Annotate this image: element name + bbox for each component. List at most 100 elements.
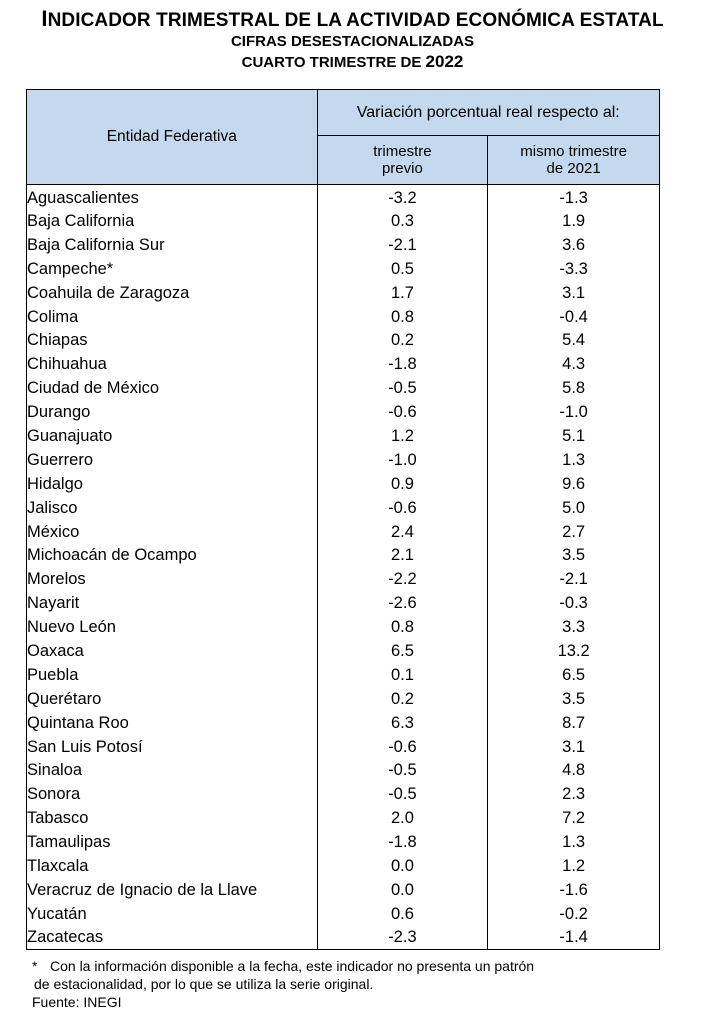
footnote-marker: *: [32, 958, 38, 974]
footnote-line2: de estacionalidad, por lo que se utiliza…: [34, 976, 374, 992]
source-note: Fuente: INEGI: [32, 994, 122, 1010]
indicator-table: Entidad Federativa Variación porcentual …: [26, 88, 661, 951]
table-row: Oaxaca 6.5 13.2: [26, 639, 660, 663]
table-row: Aguascalientes -3.2 -1.3: [26, 184, 660, 209]
value-same-quarter: 3.1: [487, 734, 660, 759]
report-title: INDICADOR TRIMESTRAL DE LA ACTIVIDAD ECO…: [0, 8, 705, 32]
table-row: Nuevo León 0.8 3.3: [26, 615, 660, 640]
entity-name: Hidalgo: [26, 471, 318, 496]
entity-name: San Luis Potosí: [26, 734, 318, 759]
table-row: Baja California Sur -2.1 3.6: [26, 232, 660, 257]
table-row: Colima 0.8 -0.4: [26, 304, 660, 329]
value-previous-quarter: -2.1: [316, 232, 489, 257]
header-same-quarter: mismo trimestre de 2021: [487, 135, 660, 185]
header-same-line1: mismo trimestre: [520, 143, 627, 161]
value-same-quarter: 2.7: [487, 519, 660, 544]
header-same-line2: de 2021: [546, 160, 601, 178]
table-row: Durango -0.6 -1.0: [26, 400, 660, 425]
entity-name: Baja California Sur: [26, 232, 318, 257]
value-same-quarter: 3.6: [487, 232, 660, 257]
value-same-quarter: 4.8: [487, 758, 660, 783]
title-rest: NDICADOR TRIMESTRAL DE LA ACTIVIDAD ECON…: [47, 10, 664, 31]
value-same-quarter: -1.4: [487, 925, 660, 950]
value-previous-quarter: 0.8: [316, 304, 489, 329]
table-row: San Luis Potosí -0.6 3.1: [26, 734, 660, 759]
value-same-quarter: 1.3: [487, 830, 660, 855]
title-initial: I: [41, 6, 48, 31]
period-text: CUARTO TRIMESTRE DE: [241, 54, 426, 71]
value-same-quarter: 5.8: [487, 376, 660, 401]
value-previous-quarter: 0.0: [316, 877, 489, 902]
entity-name: Veracruz de Ignacio de la Llave: [26, 877, 318, 902]
value-same-quarter: 2.3: [487, 782, 660, 807]
entity-name: México: [26, 519, 318, 544]
value-same-quarter: -2.1: [487, 567, 660, 592]
value-same-quarter: 4.3: [487, 352, 660, 377]
entity-name: Ciudad de México: [26, 376, 318, 401]
value-same-quarter: 13.2: [487, 639, 660, 663]
entity-name: Chihuahua: [26, 352, 318, 377]
entity-name: Tamaulipas: [26, 830, 318, 855]
value-same-quarter: -1.6: [487, 877, 660, 902]
value-same-quarter: 1.3: [487, 447, 660, 472]
value-same-quarter: -0.3: [487, 591, 660, 616]
value-same-quarter: 3.5: [487, 686, 660, 711]
value-previous-quarter: 0.2: [316, 328, 489, 353]
entity-name: Durango: [26, 400, 318, 425]
value-previous-quarter: 0.3: [316, 209, 489, 233]
report-header: INDICADOR TRIMESTRAL DE LA ACTIVIDAD ECO…: [0, 8, 705, 73]
value-previous-quarter: 0.1: [316, 662, 489, 687]
table-row: Nayarit -2.6 -0.3: [26, 591, 660, 616]
table-row: Quintana Roo 6.3 8.7: [26, 710, 660, 735]
value-previous-quarter: -0.6: [316, 400, 489, 425]
entity-name: Tlaxcala: [26, 854, 318, 878]
entity-name: Baja California: [26, 209, 318, 233]
header-variation: Variación porcentual real respecto al:: [316, 88, 661, 137]
value-same-quarter: 1.2: [487, 854, 660, 878]
footnote: * Con la información disponible a la fech…: [32, 957, 682, 975]
header-previous-quarter: trimestre previo: [316, 135, 489, 185]
table-row: México 2.4 2.7: [26, 519, 660, 544]
table-row: Sinaloa -0.5 4.8: [26, 758, 660, 783]
value-same-quarter: 3.5: [487, 543, 660, 568]
period-year: 2022: [425, 52, 464, 71]
table-row: Guanajuato 1.2 5.1: [26, 424, 660, 448]
value-same-quarter: 3.3: [487, 615, 660, 640]
value-same-quarter: 1.9: [487, 209, 660, 233]
table-body: Aguascalientes -3.2 -1.3 Baja California 0.3…: [26, 184, 660, 950]
value-previous-quarter: -1.8: [316, 830, 489, 855]
value-previous-quarter: -0.6: [316, 734, 489, 759]
entity-name: Coahuila de Zaragoza: [26, 280, 318, 305]
entity-name: Oaxaca: [26, 639, 318, 663]
value-previous-quarter: 2.0: [316, 806, 489, 831]
value-previous-quarter: 0.6: [316, 901, 489, 926]
table-row: Campeche* 0.5 -3.3: [26, 256, 660, 281]
report-subtitle: CIFRAS DESESTACIONALIZADAS: [230, 33, 475, 50]
table-row: Yucatán 0.6 -0.2: [26, 901, 660, 926]
entity-name: Tabasco: [26, 806, 318, 831]
value-same-quarter: 5.1: [487, 424, 660, 448]
value-previous-quarter: -1.8: [316, 352, 489, 377]
entity-name: Jalisco: [26, 495, 318, 520]
footnote-line1: Con la información disponible a la fecha…: [50, 958, 535, 974]
value-previous-quarter: 1.2: [316, 424, 489, 448]
value-same-quarter: 9.6: [487, 471, 660, 496]
value-same-quarter: 7.2: [487, 806, 660, 831]
report-period: CUARTO TRIMESTRE DE 2022: [0, 52, 705, 73]
table-row: Michoacán de Ocampo 2.1 3.5: [26, 543, 660, 568]
table-row: Baja California 0.3 1.9: [26, 209, 660, 233]
table-row: Tlaxcala 0.0 1.2: [26, 854, 660, 878]
table-row: Guerrero -1.0 1.3: [26, 447, 660, 472]
table-row: Tamaulipas -1.8 1.3: [26, 830, 660, 855]
value-previous-quarter: 6.3: [316, 710, 489, 735]
value-same-quarter: 5.0: [487, 495, 660, 520]
table-row: Coahuila de Zaragoza 1.7 3.1: [26, 280, 660, 305]
table-row: Sonora -0.5 2.3: [26, 782, 660, 807]
table-row: Querétaro 0.2 3.5: [26, 686, 660, 711]
value-previous-quarter: 0.9: [316, 471, 489, 496]
entity-name: Chiapas: [26, 328, 318, 353]
value-previous-quarter: 0.5: [316, 256, 489, 281]
value-previous-quarter: -0.6: [316, 495, 489, 520]
entity-name: Guanajuato: [26, 424, 318, 448]
table-row: Puebla 0.1 6.5: [26, 662, 660, 687]
